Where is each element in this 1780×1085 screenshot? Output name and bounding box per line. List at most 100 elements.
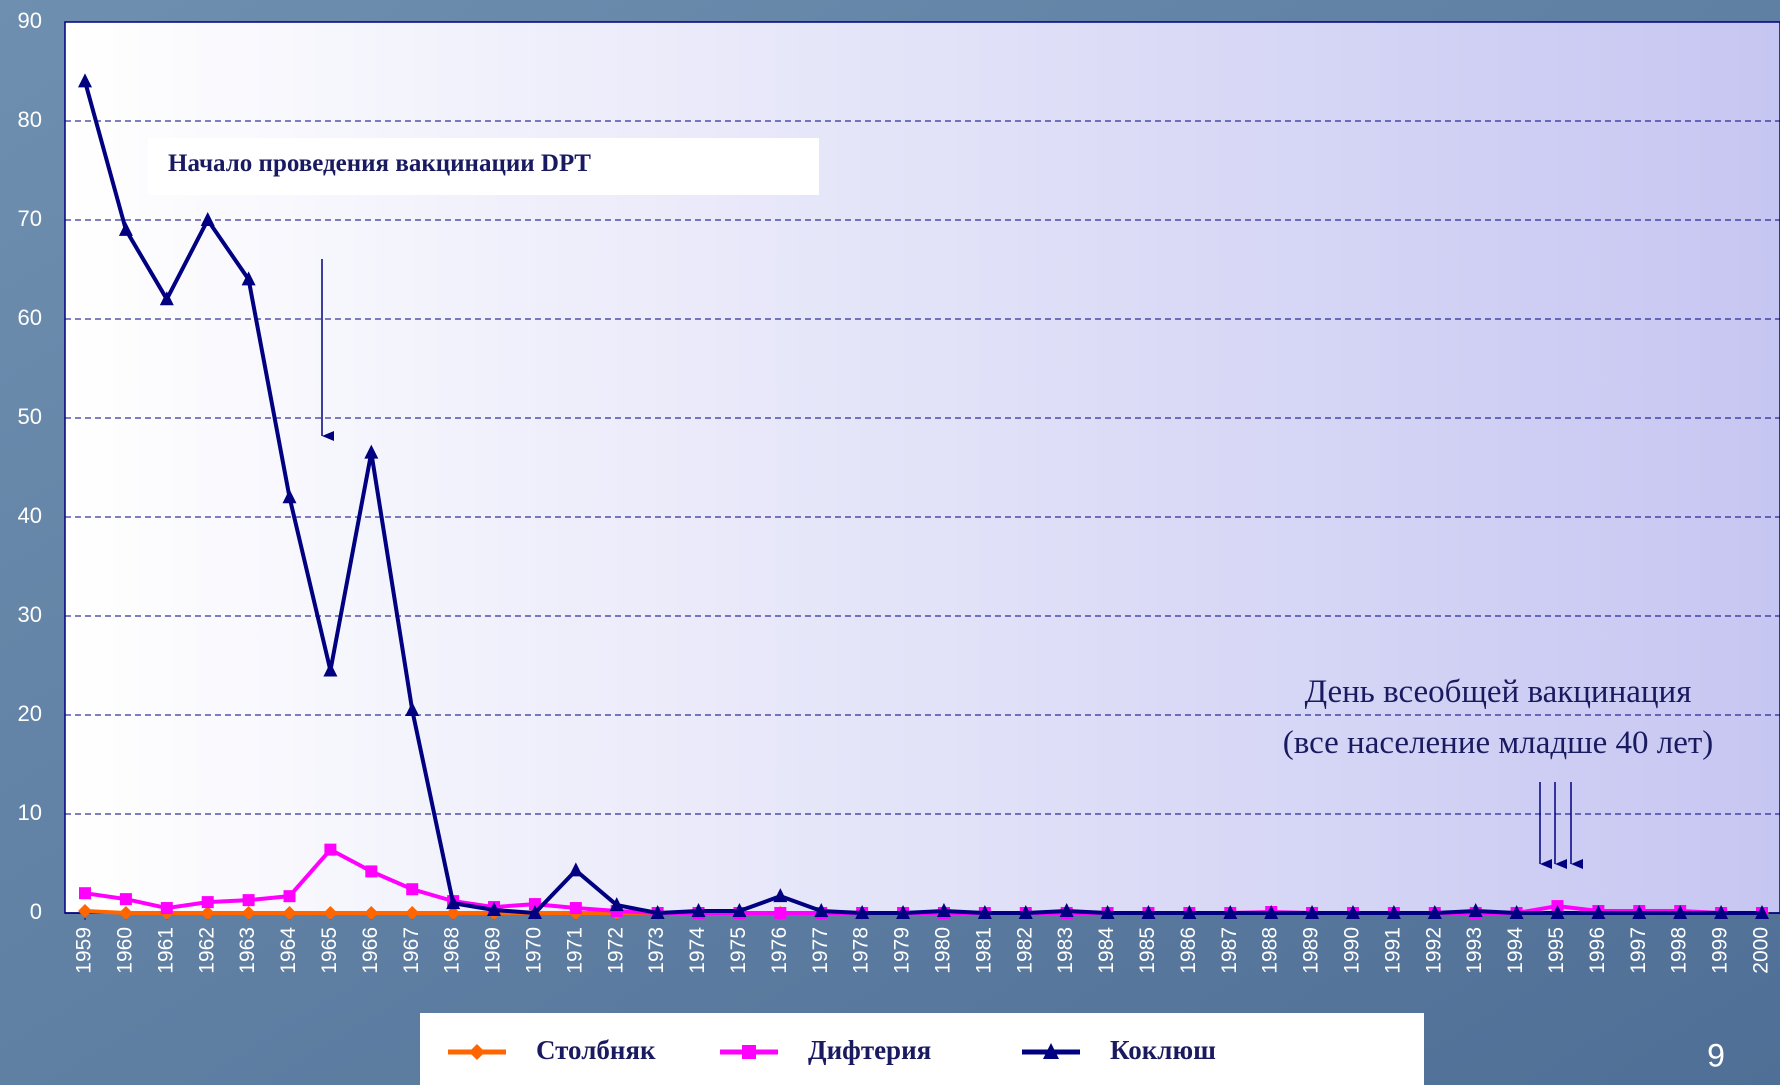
x-tick-label: 1972 (604, 927, 627, 974)
data-point (406, 883, 419, 896)
data-point (1223, 905, 1238, 919)
data-point (732, 903, 747, 918)
x-tick-label: 1973 (645, 927, 668, 974)
data-point (1386, 905, 1401, 919)
data-point (1673, 905, 1688, 919)
data-point (1059, 903, 1074, 918)
x-tick-label: 1979 (891, 927, 914, 974)
x-tick-label: 1988 (1259, 927, 1282, 974)
data-point (609, 897, 624, 912)
x-tick-label: 1982 (1013, 927, 1036, 974)
data-point (1591, 905, 1606, 919)
data-point (774, 907, 787, 919)
data-point (1427, 905, 1442, 919)
x-tick-label: 1992 (1422, 927, 1445, 974)
data-point (283, 890, 296, 903)
x-tick-label: 1987 (1218, 927, 1241, 974)
x-tick-label: 1985 (1136, 927, 1159, 974)
data-point (527, 905, 542, 919)
data-point (773, 888, 788, 903)
annotation-box (148, 138, 819, 195)
legend-label: Коклюш (1110, 1035, 1216, 1065)
data-point (405, 702, 420, 717)
y-tick-label: 10 (18, 800, 42, 825)
x-tick-label: 1975 (727, 927, 750, 974)
annotation: (все население младше 40 лет) (1283, 725, 1714, 761)
y-tick-label: 50 (18, 404, 42, 429)
data-point (1100, 905, 1115, 919)
data-point (1305, 905, 1320, 919)
data-point (364, 906, 379, 920)
data-point (650, 905, 665, 919)
y-tick-label: 20 (18, 701, 42, 726)
x-tick-label: 1993 (1463, 927, 1486, 974)
data-point (1264, 905, 1279, 919)
y-tick-label: 0 (30, 899, 42, 924)
legend-marker (469, 1044, 485, 1060)
data-point (119, 893, 132, 906)
legend-label: Дифтерия (808, 1035, 931, 1065)
x-tick-label: 1966 (359, 927, 382, 974)
y-tick-label: 80 (18, 107, 42, 132)
legend (420, 1013, 1424, 1085)
data-point (118, 221, 133, 236)
data-point (323, 662, 338, 677)
data-point (487, 902, 502, 917)
x-tick-label: 1999 (1709, 927, 1732, 974)
y-tick-label: 60 (18, 305, 42, 330)
data-point (1018, 905, 1033, 919)
data-point (977, 905, 992, 919)
data-point (241, 906, 256, 920)
data-point (691, 903, 706, 918)
x-tick-label: 1998 (1668, 927, 1691, 974)
x-tick-label: 1989 (1300, 927, 1323, 974)
x-tick-label: 1961 (154, 927, 177, 974)
x-tick-label: 1977 (809, 927, 832, 974)
x-tick-label: 1965 (318, 927, 341, 974)
series-line (83, 80, 1762, 915)
x-tick-label: 1974 (686, 927, 709, 974)
x-tick-label: 1980 (931, 927, 954, 974)
data-point (1755, 905, 1769, 919)
x-tick-label: 1968 (441, 927, 464, 974)
data-point (200, 906, 215, 920)
data-point (936, 903, 951, 918)
data-point (78, 73, 92, 88)
x-tick-label: 1995 (1545, 927, 1568, 974)
x-tick-label: 1962 (195, 927, 218, 974)
x-tick-label: 1984 (1095, 927, 1118, 974)
data-point (323, 906, 338, 920)
x-tick-label: 1991 (1381, 927, 1404, 974)
data-point (200, 212, 215, 226)
data-point (446, 906, 461, 920)
data-point (1182, 905, 1197, 919)
legend-label: Столбняк (536, 1035, 656, 1065)
data-point (282, 489, 297, 504)
data-point (405, 906, 420, 920)
data-point (1345, 905, 1360, 919)
data-point (1468, 903, 1483, 918)
data-point (814, 903, 829, 918)
data-point (568, 862, 583, 877)
x-tick-label: 1960 (113, 927, 136, 974)
x-tick-label: 1983 (1054, 927, 1077, 974)
x-tick-label: 1981 (972, 927, 995, 974)
data-point (1509, 905, 1524, 919)
page-number: 9 (1707, 1037, 1725, 1073)
data-point (118, 906, 133, 920)
x-tick-label: 1959 (73, 927, 96, 974)
annotation: Начало проведения вакцинации DPT (168, 150, 591, 177)
legend-marker (742, 1045, 756, 1059)
data-point (1632, 905, 1647, 919)
x-tick-label: 1978 (850, 927, 873, 974)
data-point (365, 865, 378, 878)
x-tick-label: 1990 (1341, 927, 1364, 974)
x-tick-label: 1994 (1504, 927, 1527, 974)
y-tick-label: 30 (18, 602, 42, 627)
legend-marker (1043, 1043, 1059, 1059)
x-tick-label: 1969 (482, 927, 505, 974)
data-point (282, 906, 297, 920)
x-tick-label: 1963 (236, 927, 259, 974)
